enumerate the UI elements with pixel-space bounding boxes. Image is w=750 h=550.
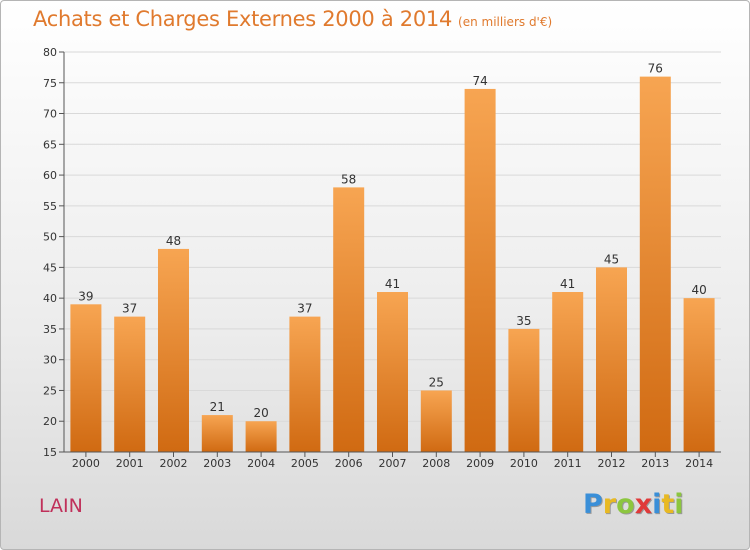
data-label: 48: [166, 234, 181, 248]
y-tick-label: 55: [43, 200, 57, 213]
bar: [158, 248, 189, 452]
location-label: LAIN: [39, 495, 83, 517]
data-label: 76: [648, 62, 663, 76]
bar: [289, 316, 321, 452]
y-tick-label: 35: [43, 323, 57, 336]
data-label: 21: [210, 400, 225, 414]
x-tick-label: 2011: [554, 457, 582, 470]
data-label: 45: [604, 252, 619, 266]
bar: [420, 390, 452, 452]
y-tick-label: 45: [43, 261, 57, 274]
bars: [70, 76, 715, 452]
x-tick-label: 2013: [641, 457, 669, 470]
logo-letter: P: [583, 489, 603, 520]
bar: [114, 316, 146, 452]
logo-letter: i: [674, 489, 684, 520]
x-tick-label: 2010: [510, 457, 538, 470]
y-tick-label: 15: [43, 446, 57, 459]
bar: [596, 267, 627, 452]
bar: [552, 292, 584, 452]
bar: [377, 292, 408, 452]
bar: [201, 415, 233, 452]
bar: [70, 304, 102, 452]
x-tick-label: 2014: [685, 457, 713, 470]
y-tick-label: 30: [43, 354, 57, 367]
logo-letter: t: [661, 489, 675, 520]
x-tick-label: 2007: [379, 457, 407, 470]
x-tick-label: 2006: [335, 457, 363, 470]
y-tick-label: 50: [43, 231, 57, 244]
data-label: 41: [560, 277, 575, 291]
y-tick-label: 80: [43, 46, 57, 59]
data-label: 74: [472, 74, 487, 88]
data-label: 58: [341, 172, 356, 186]
chart-title: Achats et Charges Externes 2000 à 2014 (e…: [33, 7, 552, 31]
data-label: 35: [516, 314, 531, 328]
chart-unit: (en milliers d'€): [458, 15, 553, 29]
data-label: 25: [429, 375, 444, 389]
chart-title-text: Achats et Charges Externes 2000 à 2014: [33, 7, 453, 31]
y-tick-label: 40: [43, 292, 57, 305]
proxiti-logo: Proxiti: [583, 489, 684, 520]
bar: [464, 88, 496, 452]
axes: [59, 51, 721, 457]
y-tick-label: 60: [43, 169, 57, 182]
logo-letter: x: [634, 489, 653, 520]
y-tick-label: 75: [43, 77, 57, 90]
data-label: 37: [122, 302, 137, 316]
labels: 15 20 25 30 35 40 45 50 55 60 65 70 75 80 2000 39 2001 37…: [43, 46, 713, 470]
y-tick-label: 20: [43, 415, 57, 428]
x-tick-label: 2003: [203, 457, 231, 470]
x-tick-label: 2000: [72, 457, 100, 470]
bar: [333, 187, 365, 452]
x-tick-label: 2002: [160, 457, 188, 470]
x-tick-label: 2004: [247, 457, 275, 470]
data-label: 20: [253, 406, 268, 420]
bar: [683, 298, 715, 452]
data-label: 37: [297, 302, 312, 316]
x-tick-label: 2005: [291, 457, 319, 470]
bar: [639, 76, 671, 452]
logo-letter: o: [616, 489, 635, 520]
x-tick-label: 2008: [422, 457, 450, 470]
logo-letter: r: [602, 489, 617, 520]
x-tick-label: 2009: [466, 457, 494, 470]
y-tick-label: 25: [43, 384, 57, 397]
bar: [245, 421, 277, 452]
x-tick-label: 2012: [598, 457, 626, 470]
bar: [508, 328, 540, 452]
data-label: 39: [78, 289, 93, 303]
y-tick-label: 70: [43, 108, 57, 121]
data-label: 41: [385, 277, 400, 291]
y-tick-label: 65: [43, 138, 57, 151]
x-tick-label: 2001: [116, 457, 144, 470]
data-label: 40: [691, 283, 706, 297]
logo-letter: i: [652, 489, 662, 520]
